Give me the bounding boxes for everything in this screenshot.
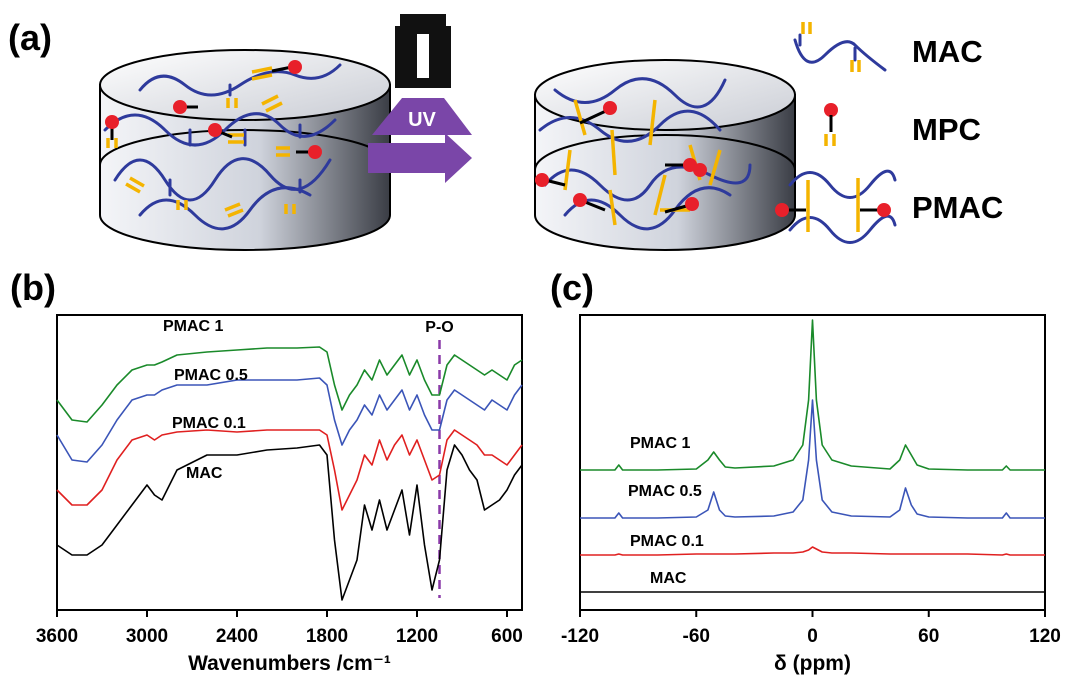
legend-label: MPC xyxy=(912,112,981,147)
x-tick-label: 120 xyxy=(1029,626,1061,647)
legend-label: PMAC xyxy=(912,190,1003,225)
x-tick-label: 3600 xyxy=(36,626,78,647)
uv-lamp xyxy=(368,14,472,183)
series-label: PMAC 0.1 xyxy=(630,533,704,550)
spectrum-line xyxy=(56,346,523,423)
spectrum-line xyxy=(56,377,523,463)
x-axis-title: δ (ppm) xyxy=(774,652,851,675)
series-label: PMAC 0.5 xyxy=(628,483,702,500)
legend-icons xyxy=(775,22,897,244)
hydrogel-before xyxy=(99,49,391,251)
annotation-label: P-O xyxy=(425,319,453,336)
panel-label: (a) xyxy=(8,17,52,58)
panel-label: (c) xyxy=(550,267,594,308)
spectrum-line xyxy=(580,319,1045,471)
spectrum-line xyxy=(580,546,1045,556)
series-label: PMAC 1 xyxy=(163,318,224,335)
x-tick-label: 2400 xyxy=(216,626,258,647)
x-tick-label: 1200 xyxy=(396,626,438,647)
series-label: PMAC 0.5 xyxy=(174,367,248,384)
x-tick-label: 0 xyxy=(807,626,818,647)
panel-label: (b) xyxy=(10,267,56,308)
x-tick-label: 3000 xyxy=(126,626,168,647)
uv-label: UV xyxy=(408,109,436,131)
legend-label: MAC xyxy=(912,34,983,69)
x-tick-label: -120 xyxy=(561,626,599,647)
x-tick-label: -60 xyxy=(683,626,710,647)
spectrum-line xyxy=(56,429,523,511)
x-tick-label: 60 xyxy=(918,626,939,647)
hydrogel-after xyxy=(534,59,796,251)
spectrum-line xyxy=(56,444,523,601)
x-tick-label: 600 xyxy=(491,626,523,647)
plot-frame xyxy=(579,314,1046,611)
series-label: PMAC 1 xyxy=(630,435,691,452)
x-tick-label: 1800 xyxy=(306,626,348,647)
series-label: MAC xyxy=(186,465,223,482)
plot-frame xyxy=(56,314,523,611)
series-label: PMAC 0.1 xyxy=(172,415,246,432)
x-axis-title: Wavenumbers /cm⁻¹ xyxy=(188,652,391,675)
spectrum-line xyxy=(580,399,1045,519)
series-label: MAC xyxy=(650,570,687,587)
